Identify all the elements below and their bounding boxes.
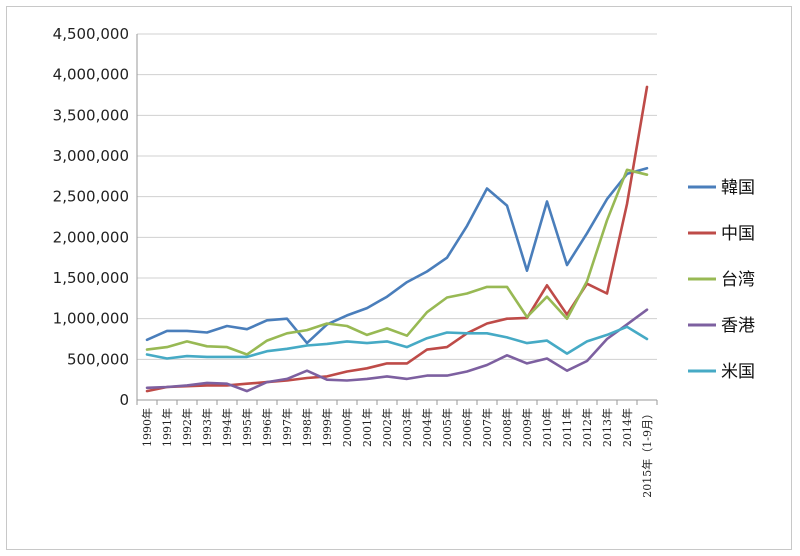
y-tick-label: 4,000,000 bbox=[53, 66, 129, 84]
legend-label: 韓国 bbox=[721, 178, 755, 198]
x-axis: 1990年 1991年 1992年 1993年 1994年 1995年 1996年 1997年… bbox=[136, 399, 658, 498]
x-tick-label: 2003年 bbox=[400, 408, 414, 447]
legend-item: 米国 bbox=[688, 362, 755, 382]
series-line-3 bbox=[145, 308, 649, 393]
x-tick-label: 2009年 bbox=[520, 408, 534, 447]
x-tick-label: 2008年 bbox=[500, 408, 514, 447]
x-tick-label: 2010年 bbox=[540, 408, 554, 447]
x-tick-label: 1992年 bbox=[180, 408, 194, 447]
legend-item: 韓国 bbox=[688, 178, 755, 198]
x-tick-label: 2005年 bbox=[440, 408, 454, 447]
x-tick-label: 2012年 bbox=[580, 408, 594, 447]
legend-label: 香港 bbox=[721, 316, 755, 336]
x-tick-label: 2014年 bbox=[620, 408, 634, 447]
legend-label: 中国 bbox=[721, 224, 755, 244]
y-tick-label: 0 bbox=[119, 391, 129, 409]
x-tick-label: 1999年 bbox=[320, 408, 334, 447]
x-tick-label: 2007年 bbox=[480, 408, 494, 447]
x-tick-label: 2000年 bbox=[340, 408, 354, 447]
x-tick-label: 2002年 bbox=[380, 408, 394, 447]
x-tick-label: 1993年 bbox=[200, 408, 214, 447]
legend-item: 香港 bbox=[688, 316, 755, 336]
y-axis: 0 500,000 1,000,000 1,500,000 2,000,000 2,500… bbox=[53, 25, 138, 409]
y-tick-label: 3,500,000 bbox=[53, 106, 129, 124]
x-tick-label: 1998年 bbox=[300, 408, 314, 447]
x-tick-label: 1990年 bbox=[140, 408, 154, 447]
x-tick-label: 2006年 bbox=[460, 408, 474, 447]
x-tick-label: 1994年 bbox=[220, 408, 234, 447]
x-tick-label: 1991年 bbox=[160, 408, 174, 447]
x-tick-label: 2004年 bbox=[420, 408, 434, 447]
legend-item: 台湾 bbox=[688, 270, 755, 290]
y-tick-label: 3,000,000 bbox=[53, 147, 129, 165]
legend-label: 台湾 bbox=[721, 270, 755, 290]
legend-label: 米国 bbox=[721, 362, 755, 382]
series-lines bbox=[145, 85, 649, 393]
x-tick-label: 1997年 bbox=[280, 408, 294, 447]
series-line-4 bbox=[145, 325, 649, 360]
x-tick-label: 2001年 bbox=[360, 408, 374, 447]
series-line-2 bbox=[145, 168, 649, 356]
y-tick-label: 4,500,000 bbox=[53, 25, 129, 43]
y-tick-label: 2,500,000 bbox=[53, 188, 129, 206]
y-tick-label: 1,000,000 bbox=[53, 310, 129, 328]
x-tick-label: 1995年 bbox=[240, 408, 254, 447]
series-line-0 bbox=[145, 166, 649, 345]
y-tick-label: 500,000 bbox=[67, 350, 129, 368]
legend-item: 中国 bbox=[688, 224, 755, 244]
x-tick-label: 2013年 bbox=[600, 408, 614, 447]
x-tick-label: 1996年 bbox=[260, 408, 274, 447]
x-tick-label: 2015年（1-9月） bbox=[640, 408, 654, 498]
y-tick-label: 2,000,000 bbox=[53, 228, 129, 246]
y-tick-label: 1,500,000 bbox=[53, 269, 129, 287]
x-tick-label: 2011年 bbox=[560, 408, 574, 447]
